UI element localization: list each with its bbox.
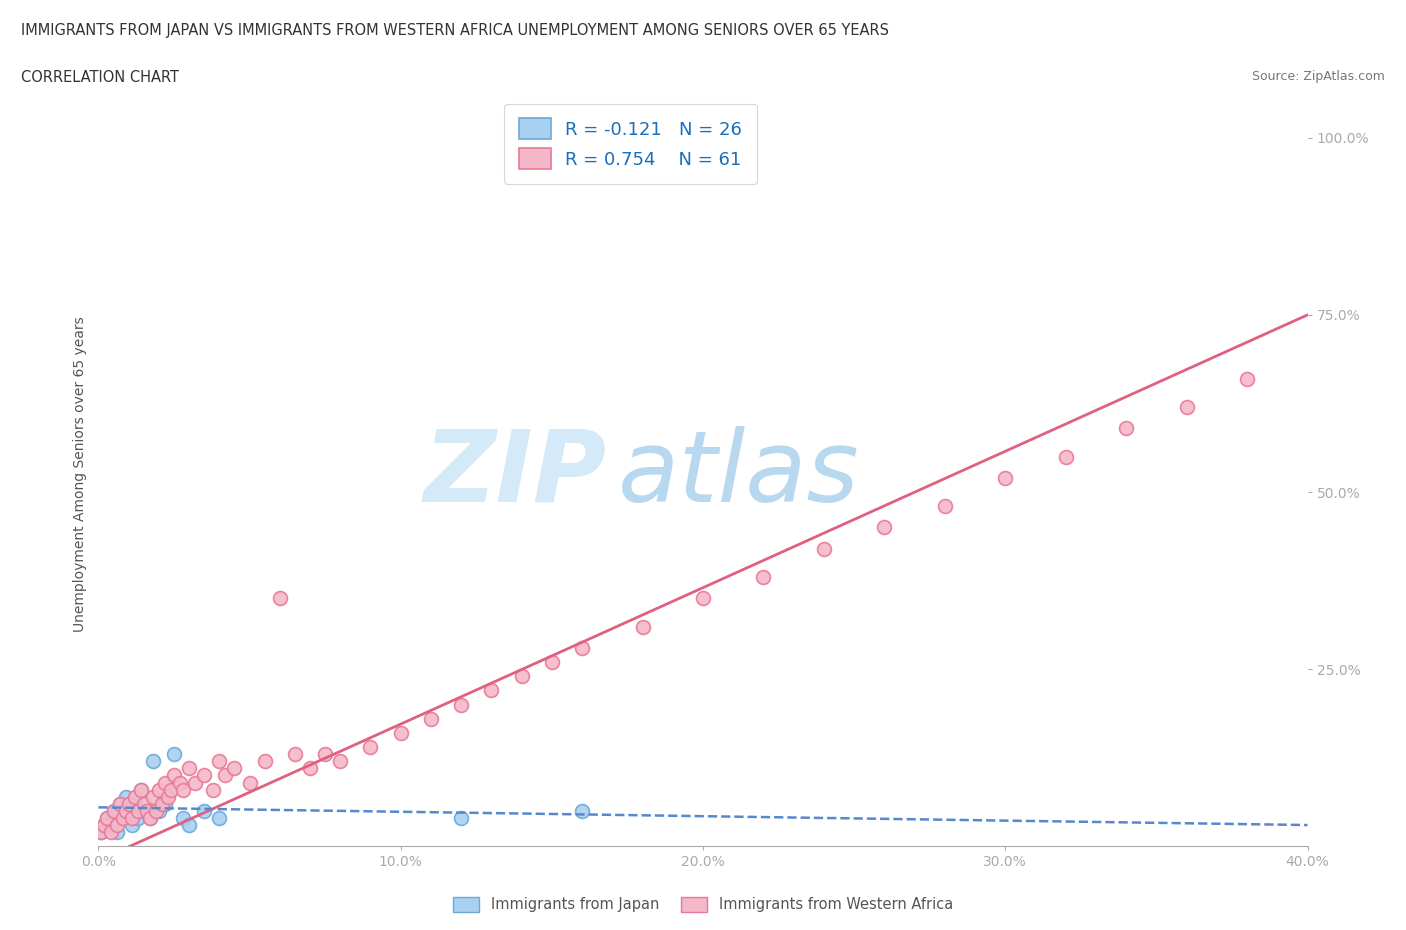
Point: [118, 804, 141, 818]
Point: [139, 811, 162, 826]
Point: [179, 761, 201, 776]
Point: [239, 775, 262, 790]
Point: [100, 825, 122, 840]
Point: [153, 775, 176, 790]
Point: [124, 790, 146, 804]
Point: [631, 619, 654, 634]
Point: [208, 754, 231, 769]
Point: [1115, 420, 1137, 435]
Point: [571, 641, 593, 656]
Point: [108, 796, 131, 811]
Point: [450, 698, 472, 712]
Point: [163, 768, 186, 783]
Point: [142, 790, 165, 804]
Point: [142, 754, 165, 769]
Point: [224, 761, 246, 776]
Text: Source: ZipAtlas.com: Source: ZipAtlas.com: [1251, 70, 1385, 83]
Point: [90, 825, 112, 840]
Point: [93, 817, 115, 832]
Point: [169, 775, 191, 790]
Point: [93, 817, 115, 832]
Point: [156, 790, 179, 804]
Point: [389, 725, 412, 740]
Point: [100, 817, 122, 832]
Point: [103, 804, 125, 818]
Point: [934, 498, 956, 513]
Point: [105, 825, 128, 840]
Point: [873, 520, 896, 535]
Point: [90, 825, 112, 840]
Point: [132, 804, 155, 818]
Point: [108, 796, 131, 811]
Point: [284, 747, 307, 762]
Point: [148, 804, 170, 818]
Point: [253, 754, 276, 769]
Point: [208, 811, 231, 826]
Point: [202, 782, 225, 797]
Point: [329, 754, 352, 769]
Point: [510, 669, 533, 684]
Point: [153, 796, 176, 811]
Point: [193, 804, 215, 818]
Point: [124, 796, 146, 811]
Point: [692, 591, 714, 605]
Point: [360, 739, 382, 754]
Point: [150, 796, 173, 811]
Point: [127, 811, 149, 826]
Point: [145, 804, 167, 818]
Text: ZIP: ZIP: [423, 426, 606, 523]
Point: [114, 804, 136, 818]
Point: [103, 804, 125, 818]
Text: CORRELATION CHART: CORRELATION CHART: [21, 70, 179, 85]
Point: [481, 683, 503, 698]
Point: [114, 790, 136, 804]
Point: [148, 782, 170, 797]
Point: [193, 768, 215, 783]
Point: [160, 782, 183, 797]
Point: [813, 541, 835, 556]
Point: [172, 811, 194, 826]
Point: [105, 817, 128, 832]
Legend: R = -0.121   N = 26, R = 0.754    N = 61: R = -0.121 N = 26, R = 0.754 N = 61: [505, 104, 756, 183]
Point: [540, 655, 562, 670]
Text: IMMIGRANTS FROM JAPAN VS IMMIGRANTS FROM WESTERN AFRICA UNEMPLOYMENT AMONG SENIO: IMMIGRANTS FROM JAPAN VS IMMIGRANTS FROM…: [21, 23, 889, 38]
Point: [314, 747, 336, 762]
Point: [139, 811, 162, 826]
Point: [179, 817, 201, 832]
Point: [96, 811, 118, 826]
Point: [129, 782, 152, 797]
Point: [269, 591, 291, 605]
Y-axis label: Unemployment Among Seniors over 65 years: Unemployment Among Seniors over 65 years: [73, 316, 87, 632]
Point: [135, 804, 157, 818]
Point: [184, 775, 207, 790]
Point: [163, 747, 186, 762]
Point: [111, 811, 134, 826]
Point: [1236, 371, 1258, 386]
Point: [121, 817, 143, 832]
Point: [96, 811, 118, 826]
Point: [129, 782, 152, 797]
Point: [121, 811, 143, 826]
Point: [118, 796, 141, 811]
Point: [172, 782, 194, 797]
Point: [450, 811, 472, 826]
Point: [571, 804, 593, 818]
Point: [132, 796, 155, 811]
Point: [420, 711, 443, 726]
Text: atlas: atlas: [619, 426, 860, 523]
Point: [994, 471, 1017, 485]
Point: [1175, 400, 1198, 415]
Point: [1054, 449, 1077, 464]
Point: [299, 761, 322, 776]
Point: [111, 811, 134, 826]
Point: [127, 804, 149, 818]
Legend: Immigrants from Japan, Immigrants from Western Africa: Immigrants from Japan, Immigrants from W…: [447, 891, 959, 918]
Point: [214, 768, 236, 783]
Point: [752, 569, 775, 584]
